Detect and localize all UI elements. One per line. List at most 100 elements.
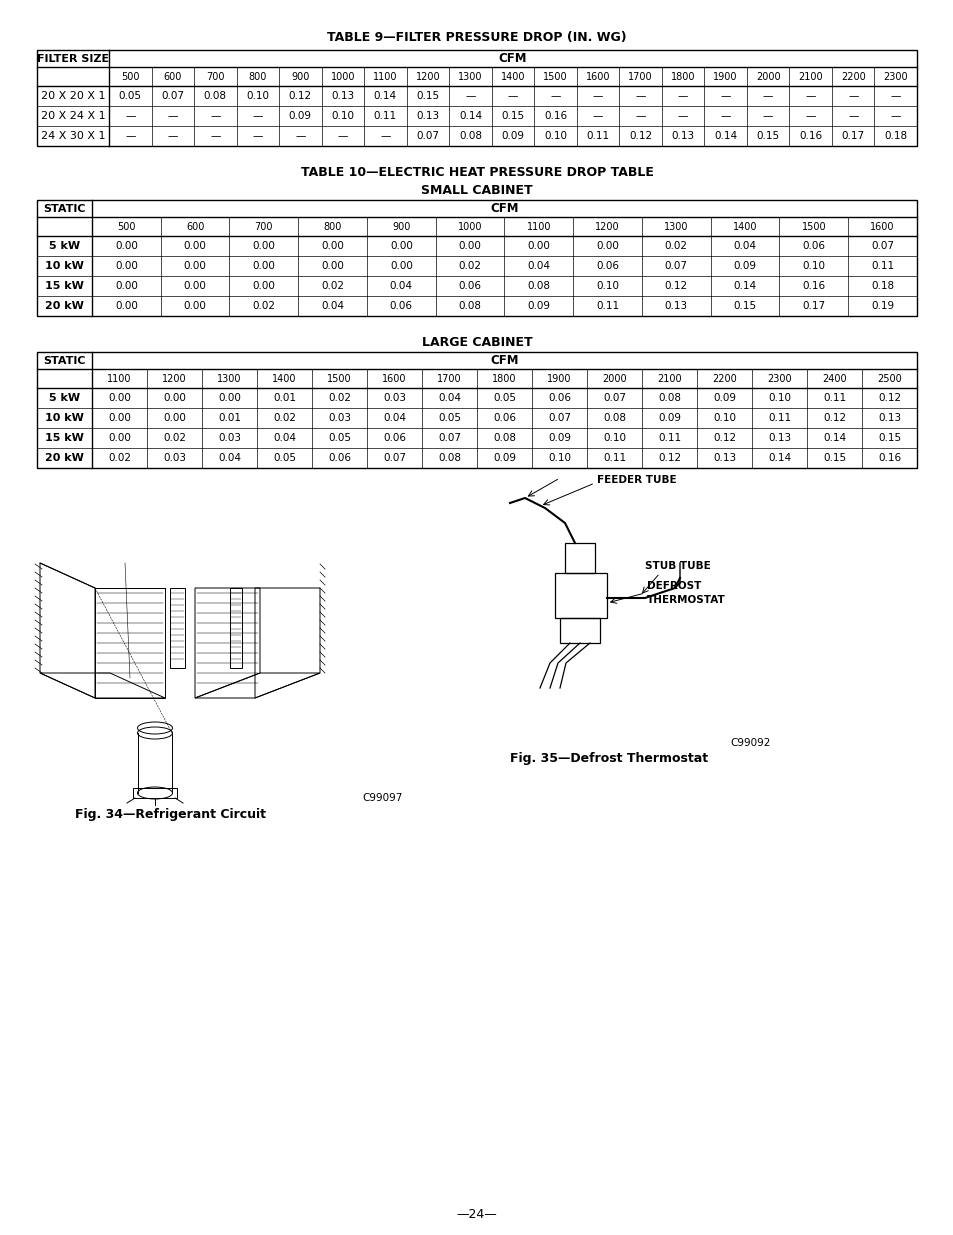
Text: 0.03: 0.03	[218, 433, 241, 443]
Text: 0.07: 0.07	[602, 393, 625, 403]
Text: 2200: 2200	[840, 72, 864, 82]
Text: 0.06: 0.06	[596, 261, 618, 270]
Text: 2400: 2400	[821, 373, 846, 384]
Text: —: —	[762, 91, 773, 101]
Text: 0.07: 0.07	[161, 91, 184, 101]
Text: 0.05: 0.05	[328, 433, 351, 443]
Text: 0.05: 0.05	[273, 453, 295, 463]
Bar	[37, 200, 916, 316]
Text: —: —	[337, 131, 348, 141]
Text: —: —	[889, 91, 900, 101]
Text: 900: 900	[291, 72, 309, 82]
Text: 1100: 1100	[526, 221, 551, 231]
Text: 24 X 30 X 1: 24 X 30 X 1	[41, 131, 105, 141]
Bar	[564, 543, 595, 573]
Text: SMALL CABINET: SMALL CABINET	[420, 184, 533, 196]
Text: 0.02: 0.02	[253, 301, 275, 311]
Text: 1100: 1100	[107, 373, 132, 384]
Text: STATIC: STATIC	[43, 356, 86, 366]
Text: —: —	[847, 91, 858, 101]
Text: 0.12: 0.12	[712, 433, 736, 443]
Text: 1600: 1600	[585, 72, 610, 82]
Text: 1400: 1400	[272, 373, 296, 384]
Text: 0.00: 0.00	[253, 241, 275, 251]
Text: 5 kW: 5 kW	[49, 241, 80, 251]
Text: 0.09: 0.09	[658, 412, 680, 424]
Text: 1700: 1700	[436, 373, 461, 384]
Text: 1500: 1500	[801, 221, 825, 231]
Text: 0.01: 0.01	[273, 393, 295, 403]
Text: 0.00: 0.00	[163, 412, 186, 424]
Text: 0.12: 0.12	[628, 131, 652, 141]
Text: 0.10: 0.10	[712, 412, 735, 424]
Text: —: —	[678, 111, 687, 121]
Text: 0.00: 0.00	[390, 261, 413, 270]
Bar	[170, 588, 185, 668]
Text: 0.03: 0.03	[163, 453, 186, 463]
Text: —: —	[804, 91, 815, 101]
Text: 1800: 1800	[670, 72, 695, 82]
Text: FEEDER TUBE: FEEDER TUBE	[597, 475, 676, 485]
Text: 0.08: 0.08	[527, 282, 550, 291]
Text: 0.10: 0.10	[767, 393, 790, 403]
Text: 0.06: 0.06	[493, 412, 516, 424]
Text: 0.00: 0.00	[253, 282, 275, 291]
Text: 0.12: 0.12	[289, 91, 312, 101]
Text: —: —	[720, 91, 730, 101]
Text: —: —	[847, 111, 858, 121]
Text: 0.08: 0.08	[204, 91, 227, 101]
Text: 0.09: 0.09	[493, 453, 516, 463]
Text: 0.09: 0.09	[289, 111, 312, 121]
Text: 20 X 20 X 1: 20 X 20 X 1	[41, 91, 105, 101]
Text: 0.06: 0.06	[382, 433, 406, 443]
Text: DEFROST: DEFROST	[646, 580, 700, 592]
Text: 0.10: 0.10	[602, 433, 625, 443]
Text: 0.04: 0.04	[273, 433, 295, 443]
Text: —: —	[592, 91, 602, 101]
Text: —: —	[762, 111, 773, 121]
Text: 0.00: 0.00	[184, 282, 207, 291]
Text: 0.06: 0.06	[390, 301, 413, 311]
Text: 0.12: 0.12	[658, 453, 680, 463]
Text: 1000: 1000	[457, 221, 482, 231]
Bar	[37, 49, 916, 146]
Text: 0.17: 0.17	[801, 301, 824, 311]
Text: 0.11: 0.11	[374, 111, 396, 121]
Text: 0.03: 0.03	[328, 412, 351, 424]
Text: 0.00: 0.00	[458, 241, 481, 251]
Text: 5 kW: 5 kW	[49, 393, 80, 403]
Text: 2100: 2100	[798, 72, 822, 82]
Text: 0.07: 0.07	[870, 241, 893, 251]
Text: 0.00: 0.00	[390, 241, 413, 251]
Text: 1900: 1900	[547, 373, 571, 384]
Text: 0.02: 0.02	[458, 261, 481, 270]
Text: 1000: 1000	[331, 72, 355, 82]
Text: 0.13: 0.13	[664, 301, 687, 311]
Text: 0.11: 0.11	[767, 412, 790, 424]
Text: 0.04: 0.04	[733, 241, 756, 251]
Text: 0.00: 0.00	[114, 241, 137, 251]
Text: STATIC: STATIC	[43, 204, 86, 214]
Bar	[230, 588, 242, 668]
Text: 0.18: 0.18	[883, 131, 906, 141]
Text: —: —	[168, 131, 178, 141]
Text: CFM: CFM	[490, 203, 518, 215]
Text: 0.17: 0.17	[841, 131, 863, 141]
Text: 0.00: 0.00	[114, 282, 137, 291]
Text: 0.09: 0.09	[527, 301, 550, 311]
Text: 0.18: 0.18	[870, 282, 893, 291]
Text: 0.10: 0.10	[547, 453, 571, 463]
Text: 2500: 2500	[876, 373, 901, 384]
Text: 0.00: 0.00	[253, 261, 275, 270]
Text: —: —	[125, 131, 135, 141]
Text: —: —	[804, 111, 815, 121]
Text: 0.06: 0.06	[328, 453, 351, 463]
Text: TABLE 9—FILTER PRESSURE DROP (IN. WG): TABLE 9—FILTER PRESSURE DROP (IN. WG)	[327, 32, 626, 44]
Text: 0.06: 0.06	[458, 282, 481, 291]
Text: 0.07: 0.07	[416, 131, 439, 141]
Text: 0.14: 0.14	[767, 453, 790, 463]
Text: —: —	[507, 91, 517, 101]
Text: 1500: 1500	[542, 72, 567, 82]
Text: 0.04: 0.04	[527, 261, 550, 270]
Text: 0.07: 0.07	[547, 412, 571, 424]
